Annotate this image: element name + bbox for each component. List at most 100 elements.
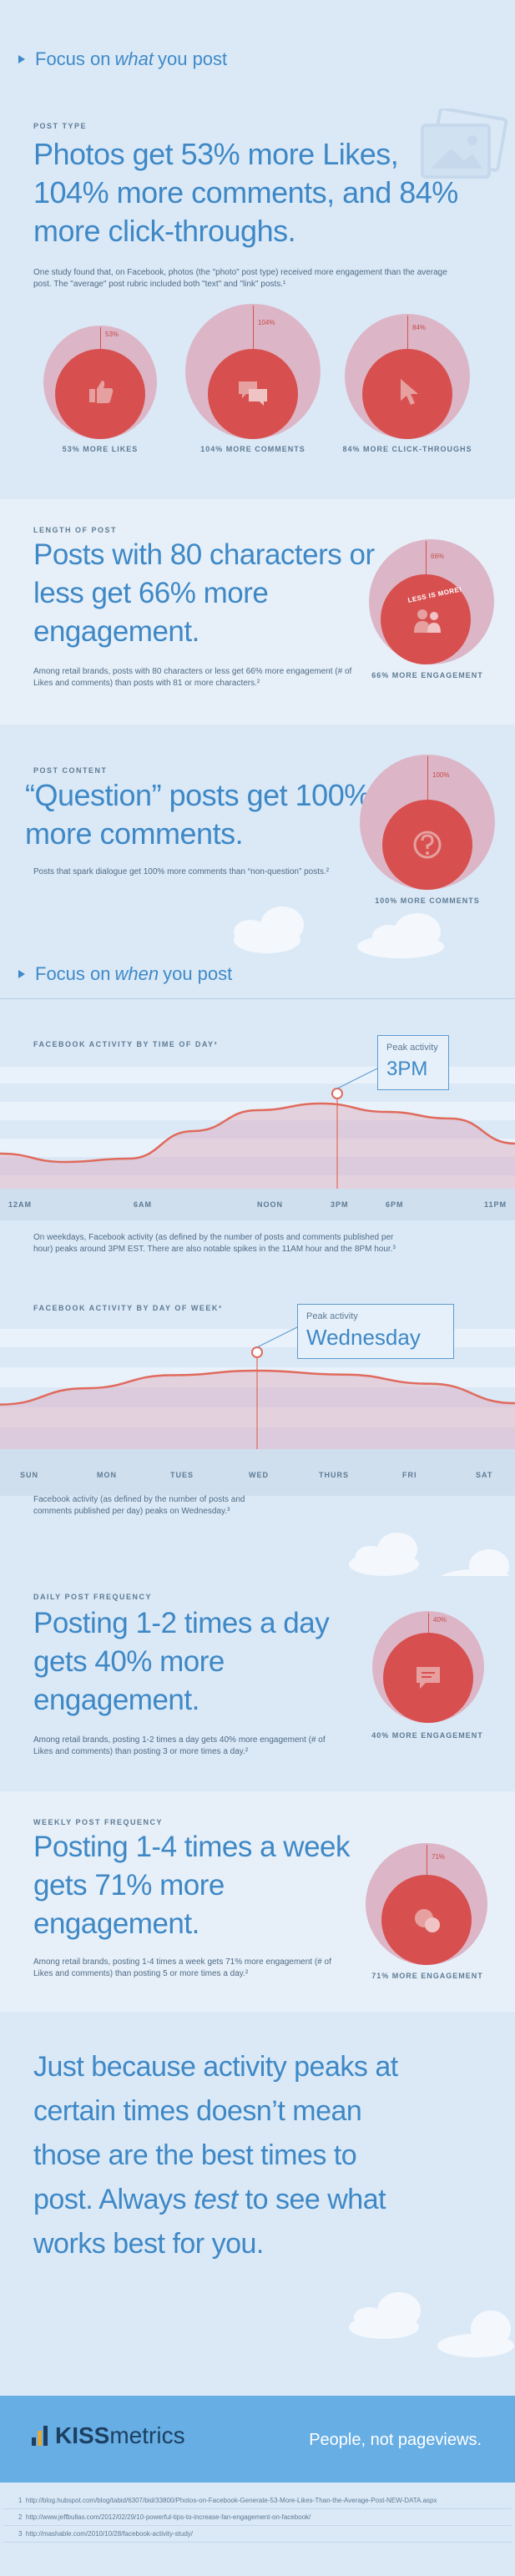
chart-day-title: FACEBOOK ACTIVITY BY DAY OF WEEK³ [33,1304,223,1312]
section-heading-what: Focus on what you post [18,48,502,70]
content-section: POST CONTENT “Question” posts get 100% m… [0,725,515,958]
length-body: Among retail brands, posts with 80 chara… [33,667,352,688]
length-section: LENGTH OF POST Posts with 80 characters … [0,499,515,725]
heading-post: you post [157,48,228,69]
daily-section: DAILY POST FREQUENCY Posting 1-2 times a… [0,1576,515,1791]
tick-label: FRI [402,1471,417,1479]
closing-section: Just because activity peaks at certain t… [0,2012,515,2396]
closing-em: test [193,2184,238,2215]
stat-clicks-caption: 84% MORE CLICK-THROUGHS [342,445,472,453]
question-icon [413,831,442,859]
chart-time-series-line [0,1102,515,1164]
weekly-headline: Posting 1-4 times a week gets 71% more e… [33,1831,351,1940]
chart-band [0,1139,515,1157]
reference-item[interactable]: 1 http://blog.hubspot.com/blog/tabid/630… [3,2493,512,2509]
length-eyebrow: LENGTH OF POST [33,526,118,534]
tick-label: SUN [20,1471,39,1479]
chart-day-svg [0,1326,515,1449]
section-heading-when: Focus on when you post [18,963,502,985]
brand-kiss: KISS [55,2422,110,2448]
tick-label: SAT [476,1471,493,1479]
references-list: 1 http://blog.hubspot.com/blog/tabid/630… [0,2493,515,2576]
cursor-icon [401,379,418,405]
weekly-section: WEEKLY POST FREQUENCY Posting 1-4 times … [0,1791,515,2012]
clouds-decoration [349,2292,514,2357]
peak-day-box: Peak activity Wednesday [297,1304,454,1359]
chat-bubbles-icon [239,381,267,406]
tick-label: NOON [257,1200,283,1209]
chart-time-area [0,1104,515,1189]
reference-number: 1 [18,2497,23,2504]
daily-pct: 40% [433,1616,447,1624]
tick-label: MON [97,1471,117,1479]
heading-em: what [114,48,154,69]
chart-time-peak-point [331,1088,343,1099]
weekly-eyebrow: WEEKLY POST FREQUENCY [33,1818,164,1826]
people-icon [414,609,441,633]
chart-time-peak-connector [336,1068,378,1089]
daily-caption: 40% MORE ENGAGEMENT [371,1731,483,1740]
stat-comments-pct: 104% [258,319,275,326]
clouds-decoration [234,907,444,958]
peak-day-label: Peak activity [306,1311,358,1321]
post-type-headline: Photos get 53% more Likes, 104% more com… [33,137,458,248]
stat-comments-line [253,306,254,349]
length-caption: 66% MORE ENGAGEMENT [371,671,483,679]
divider [0,998,515,999]
stat-likes-caption: 53% MORE LIKES [62,445,139,453]
chart-band [0,1175,515,1189]
closing-text: Just because activity peaks at certain t… [33,2045,417,2266]
content-headline: “Question” posts get 100% more comments. [25,778,371,851]
content-eyebrow: POST CONTENT [33,766,108,775]
daily-body: Among retail brands, posting 1-2 times a… [33,1735,326,1756]
heading-post: you post [163,963,233,984]
post-type-section: POST TYPE Photos get 53% more Likes, 104… [0,83,515,492]
heading-pre: Focus on [35,963,111,984]
weekly-caption: 71% MORE ENGAGEMENT [371,1972,483,1980]
chart-band [0,1157,515,1175]
bubbles-icon [415,1909,440,1932]
reference-link[interactable]: http://blog.hubspot.com/blog/tabid/6307/… [25,2497,437,2504]
reference-link[interactable]: http://www.jeffbullas.com/2012/02/29/10-… [25,2513,311,2521]
reference-link[interactable]: http://mashable.com/2010/10/28/facebook-… [25,2530,194,2538]
closing-post: to see what works best for you. [33,2184,386,2260]
stat-likes-line [100,327,101,349]
chart-axis-band [0,1189,515,1220]
tick-label: THURS [319,1471,349,1479]
content-body: Posts that spark dialogue get 100% more … [33,867,330,876]
reference-item[interactable]: 3 http://mashable.com/2010/10/28/faceboo… [3,2526,512,2543]
thumbs-up-icon [89,381,114,403]
weekly-pct: 71% [432,1853,446,1861]
tick-label: TUES [170,1471,194,1479]
heading-em: when [114,963,159,984]
kissmetrics-logo[interactable]: KISS metrics [30,2422,185,2449]
reference-number: 2 [18,2513,23,2521]
length-pct: 66% [431,553,445,560]
length-line [426,541,427,574]
weekly-body: Among retail brands, posting 1-4 times a… [33,1957,331,1978]
kissmetrics-mark-icon [32,2426,48,2446]
stat-clicks-pct: 84% [412,324,427,331]
footer-band: KISS metrics People, not pageviews. [0,2396,515,2483]
post-type-body: One study found that, on Facebook, photo… [33,268,447,289]
photo-frames-icon [421,109,508,179]
tick-label: WED [249,1471,269,1479]
reference-item[interactable]: 2 http://www.jeffbullas.com/2012/02/29/1… [3,2509,512,2526]
length-inner-circle [381,574,471,664]
triangle-bullet-icon [18,55,25,63]
content-pct: 100% [432,771,450,779]
tick-label: 11PM [484,1200,507,1209]
chart-axis-band [0,1449,515,1496]
tick-label: 3PM [331,1200,349,1209]
chart-day-peak-point [251,1346,263,1358]
peak-day-value: Wednesday [306,1325,421,1350]
stat-clicks-line [407,316,408,349]
chart-day-body: Facebook activity (as defined by the num… [33,1495,245,1516]
peak-time-box: Peak activity 3PM [377,1035,449,1090]
closing-pre: Just because activity peaks at certain t… [33,2051,398,2215]
stat-likes-pct: 53% [105,331,119,338]
triangle-bullet-icon [18,970,25,978]
daily-line [428,1613,429,1633]
stat-comments-caption: 104% MORE COMMENTS [200,445,305,453]
